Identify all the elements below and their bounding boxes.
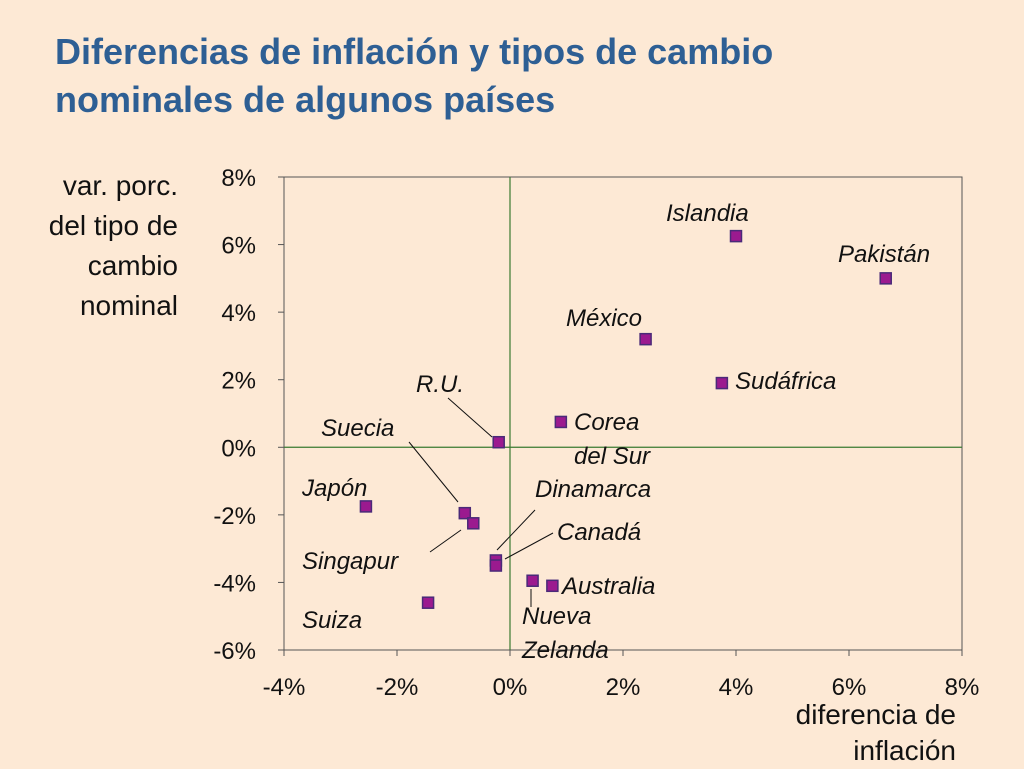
data-point-label: del Sur <box>574 443 651 470</box>
data-point-label: Sudáfrica <box>735 368 836 395</box>
x-tick-label: 6% <box>832 674 867 701</box>
x-axis-label-line: diferencia de <box>795 699 956 730</box>
y-tick-label: 0% <box>221 435 256 462</box>
y-tick-label: 6% <box>221 233 256 260</box>
y-tick-label: -6% <box>213 638 256 665</box>
slide-title-line-2: nominales de algunos países <box>55 79 556 120</box>
data-point-label: Suiza <box>302 607 362 634</box>
data-point-label: Islandia <box>666 200 749 227</box>
data-point-marker <box>639 332 652 346</box>
y-tick-label: 4% <box>221 300 256 327</box>
y-axis-label-line: var. porc. <box>62 170 178 201</box>
data-point-label: Japón <box>301 475 367 502</box>
data-point-label: Suecia <box>321 415 394 442</box>
leader-line <box>408 441 459 503</box>
leader-line <box>429 529 462 553</box>
data-point-marker <box>526 574 539 587</box>
data-point-label: Corea <box>574 409 639 436</box>
y-tick-label: 8% <box>221 165 256 192</box>
y-tick-label: -4% <box>213 570 256 597</box>
leader-line <box>447 397 493 438</box>
x-tick-label: -2% <box>376 674 419 701</box>
data-point-label: Dinamarca <box>535 476 651 503</box>
data-point-marker <box>546 579 559 593</box>
x-axis-label: diferencia de inflación <box>796 697 956 769</box>
y-tick-label: 2% <box>221 368 256 395</box>
data-point-marker <box>489 559 503 572</box>
y-tick-label: -2% <box>213 503 256 530</box>
data-point-label: México <box>566 305 642 332</box>
x-tick-label: 4% <box>719 674 754 701</box>
data-point-label: Pakistán <box>838 241 930 268</box>
y-axis-label-line: nominal <box>79 290 178 321</box>
data-point-marker <box>492 435 505 449</box>
data-point-label: R.U. <box>416 371 464 398</box>
data-point-marker <box>421 596 435 609</box>
x-tick-label: 0% <box>493 674 528 701</box>
data-point-marker <box>458 506 472 520</box>
leader-line <box>504 532 554 560</box>
y-axis-label: var. porc. del tipo de cambio nominal <box>49 166 178 326</box>
data-point-label: Nueva <box>522 603 591 630</box>
data-point-label: Canadá <box>557 519 641 546</box>
data-point-marker <box>879 272 892 285</box>
data-point-label: Australia <box>560 573 655 600</box>
x-tick-label: 2% <box>606 674 641 701</box>
data-point-label: Singapur <box>302 548 399 575</box>
x-tick-label: 8% <box>945 674 980 701</box>
data-point-marker <box>715 376 729 390</box>
data-point-marker <box>554 415 568 429</box>
x-axis-label-line: inflación <box>853 735 956 766</box>
y-axis-label-line: del tipo de <box>48 210 178 241</box>
slide-title-line-1: Diferencias de inflación y tipos de camb… <box>55 31 774 72</box>
x-tick-label: -4% <box>263 674 306 701</box>
data-point-label: Zelanda <box>521 637 609 664</box>
y-axis-label-line: cambio <box>87 250 178 281</box>
data-point-marker <box>359 500 373 513</box>
slide-title: Diferencias de inflación y tipos de camb… <box>55 28 955 124</box>
data-point-marker <box>729 229 743 243</box>
data-point-marker <box>467 517 480 530</box>
leader-line <box>496 509 536 551</box>
